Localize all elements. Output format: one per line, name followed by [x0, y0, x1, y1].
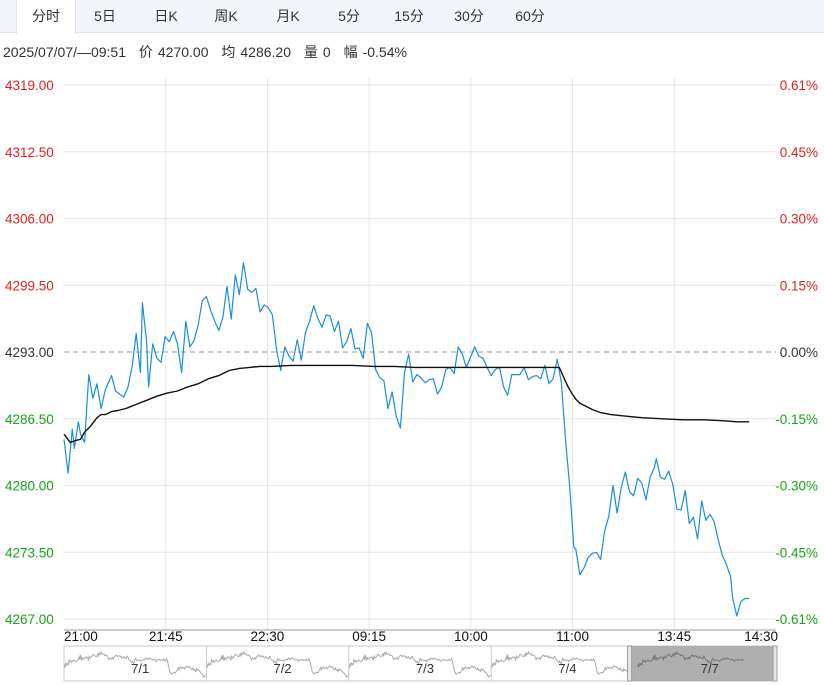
- time-tick-label: 21:45: [149, 629, 183, 644]
- change-value: -0.54%: [362, 44, 407, 60]
- axis-labels: 4319.00 0.61% 4312.50 0.45% 4306.00 0.30% 4299…: [5, 78, 818, 644]
- percent-tick-label: -0.15%: [775, 412, 818, 427]
- price-tick-label: 4299.50: [5, 278, 54, 293]
- tab-daily-k[interactable]: 日K: [154, 8, 178, 24]
- average-label: 均: [221, 44, 236, 60]
- quote-datetime: 2025/07/07/—09:51: [3, 44, 126, 60]
- quote-change: 幅 -0.54%: [344, 44, 407, 60]
- navigator-date-label: 7/7: [701, 661, 719, 676]
- range-navigator[interactable]: 7/1 7/2 7/3 7/4 7/7: [63, 645, 778, 682]
- average-value: 4286.20: [240, 44, 291, 60]
- change-label: 幅: [343, 44, 358, 60]
- grid-lines: [64, 78, 776, 631]
- tab-15-min[interactable]: 15分: [394, 8, 424, 24]
- navigator-current-sparkline: [637, 650, 744, 669]
- time-tick-label: 21:00: [64, 629, 98, 644]
- percent-tick-label: -0.45%: [775, 545, 818, 560]
- time-tick-label: 22:30: [251, 629, 285, 644]
- navigator-right-handle: [772, 645, 778, 682]
- volume-value: 0: [322, 44, 331, 60]
- percent-tick-label: 0.30%: [780, 212, 818, 227]
- price-tick-label: 4273.50: [5, 545, 54, 560]
- price-tick-label: 4319.00: [5, 78, 54, 93]
- tab-monthly-k[interactable]: 月K: [276, 8, 300, 24]
- price-tick-label: 4286.50: [5, 412, 54, 427]
- tab-60-min[interactable]: 60分: [515, 8, 545, 24]
- quote-average: 均 4286.20: [221, 44, 291, 60]
- percent-tick-label: 0.45%: [780, 145, 818, 160]
- percent-tick-label: -0.61%: [775, 612, 818, 627]
- percent-tick-label: -0.30%: [775, 479, 818, 494]
- time-tick-label: 14:30: [744, 629, 778, 644]
- price-value: 4270.00: [157, 44, 209, 60]
- navigator-day-sparkline: [63, 650, 207, 678]
- average-price-line: [63, 364, 750, 444]
- tab-30-min[interactable]: 30分: [454, 8, 484, 24]
- price-tick-label: 4280.00: [5, 479, 54, 494]
- price-tick-label: 4267.00: [5, 612, 54, 627]
- tab-5-day[interactable]: 5日: [94, 8, 116, 24]
- time-tick-label: 10:00: [454, 629, 488, 644]
- navigator-day-sparkline: [205, 650, 349, 678]
- price-line: [63, 262, 750, 617]
- period-tab-bar: 分时 5日 日K 周K 月K 5分 15分 30分 60分: [0, 0, 824, 34]
- tab-intraday[interactable]: 分时: [16, 0, 76, 34]
- percent-tick-label: 0.61%: [780, 78, 818, 93]
- quote-price: 价 4270.00: [139, 44, 209, 60]
- percent-tick-label: 0.15%: [780, 278, 818, 293]
- price-tick-label: 4312.50: [5, 145, 54, 160]
- price-label: 价: [138, 44, 153, 60]
- series-lines: [63, 262, 750, 617]
- navigator-date-label: 7/3: [416, 661, 434, 676]
- time-tick-label: 13:45: [657, 629, 691, 644]
- volume-label: 量: [303, 44, 318, 60]
- time-tick-label: 09:15: [352, 629, 386, 644]
- navigator-date-label: 7/4: [558, 661, 576, 676]
- tab-5-min[interactable]: 5分: [338, 8, 360, 24]
- time-tick-label: 11:00: [556, 629, 589, 644]
- navigator-left-handle: [627, 645, 633, 682]
- navigator-selection: [629, 646, 776, 681]
- navigator-day-sparkline: [490, 650, 634, 678]
- navigator-date-label: 7/1: [131, 661, 149, 676]
- percent-tick-label: 0.00%: [780, 345, 818, 360]
- navigator-date-label: 7/2: [274, 661, 292, 676]
- navigator-day-sparkline: [348, 650, 492, 678]
- price-tick-label: 4306.00: [5, 212, 54, 227]
- tab-weekly-k[interactable]: 周K: [214, 8, 238, 24]
- price-tick-label: 4293.00: [5, 345, 54, 360]
